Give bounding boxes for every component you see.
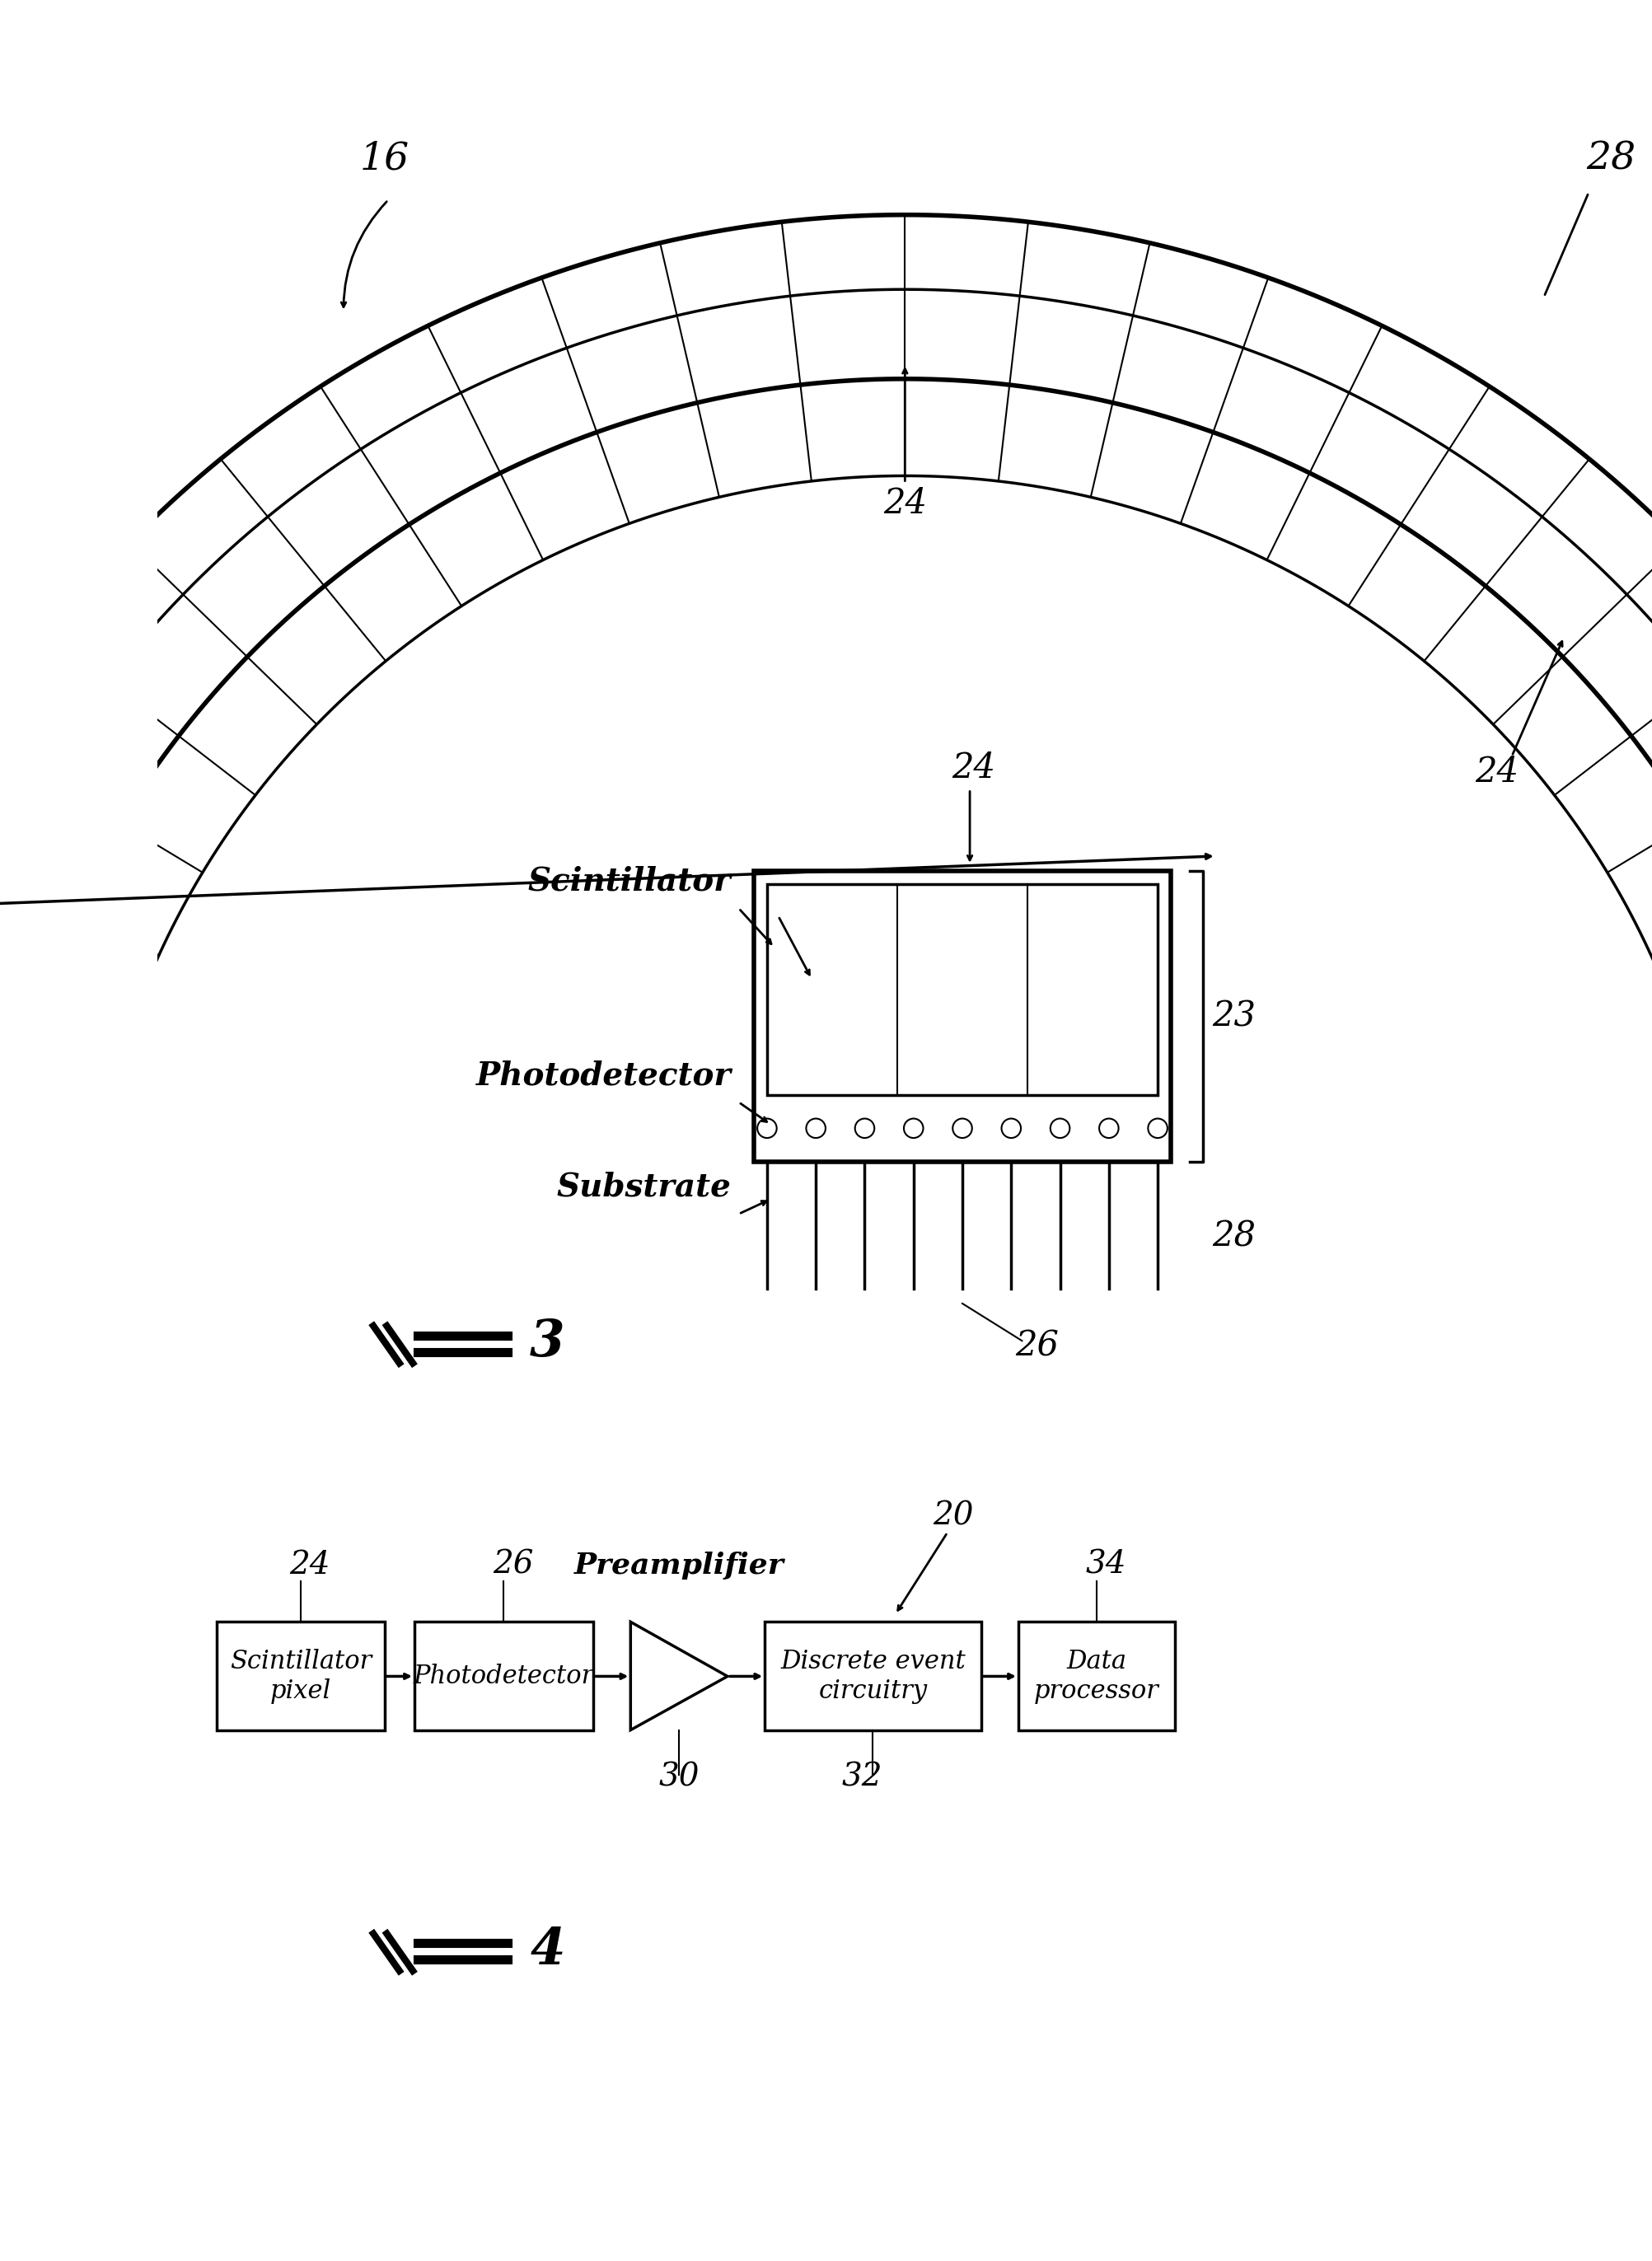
Text: Data
processor: Data processor [1034,1648,1158,1705]
Text: 24: 24 [882,486,927,520]
Text: 28: 28 [1586,140,1635,179]
Text: 16: 16 [360,140,410,179]
Text: 34: 34 [1085,1549,1125,1580]
Text: Photodetector: Photodetector [476,1060,730,1092]
Bar [753,870,1171,1162]
Bar [1018,1621,1175,1730]
Bar [767,884,1156,1094]
Text: 20: 20 [932,1501,973,1531]
Text: 28: 28 [1211,1219,1256,1253]
Text: 30: 30 [657,1761,699,1793]
Text: 26: 26 [492,1549,534,1580]
Text: Discrete event
circuitry: Discrete event circuitry [780,1648,965,1705]
Bar [216,1621,385,1730]
Bar [765,1621,981,1730]
Text: 24: 24 [289,1549,330,1580]
Text: 26: 26 [1014,1329,1059,1363]
Text: Scintillator: Scintillator [527,866,730,898]
Polygon shape [631,1621,727,1730]
Text: 23: 23 [1211,999,1256,1033]
Text: Scintillator
pixel: Scintillator pixel [230,1648,372,1705]
Bar [415,1621,593,1730]
Text: 3: 3 [530,1318,565,1368]
Text: Preamplifier: Preamplifier [573,1551,783,1578]
Text: 4: 4 [530,1926,565,1974]
Text: 32: 32 [841,1761,882,1793]
Text: 24: 24 [1474,755,1518,789]
Text: Substrate: Substrate [557,1171,730,1203]
Text: 24: 24 [952,751,995,785]
Text: Photodetector: Photodetector [413,1664,593,1689]
